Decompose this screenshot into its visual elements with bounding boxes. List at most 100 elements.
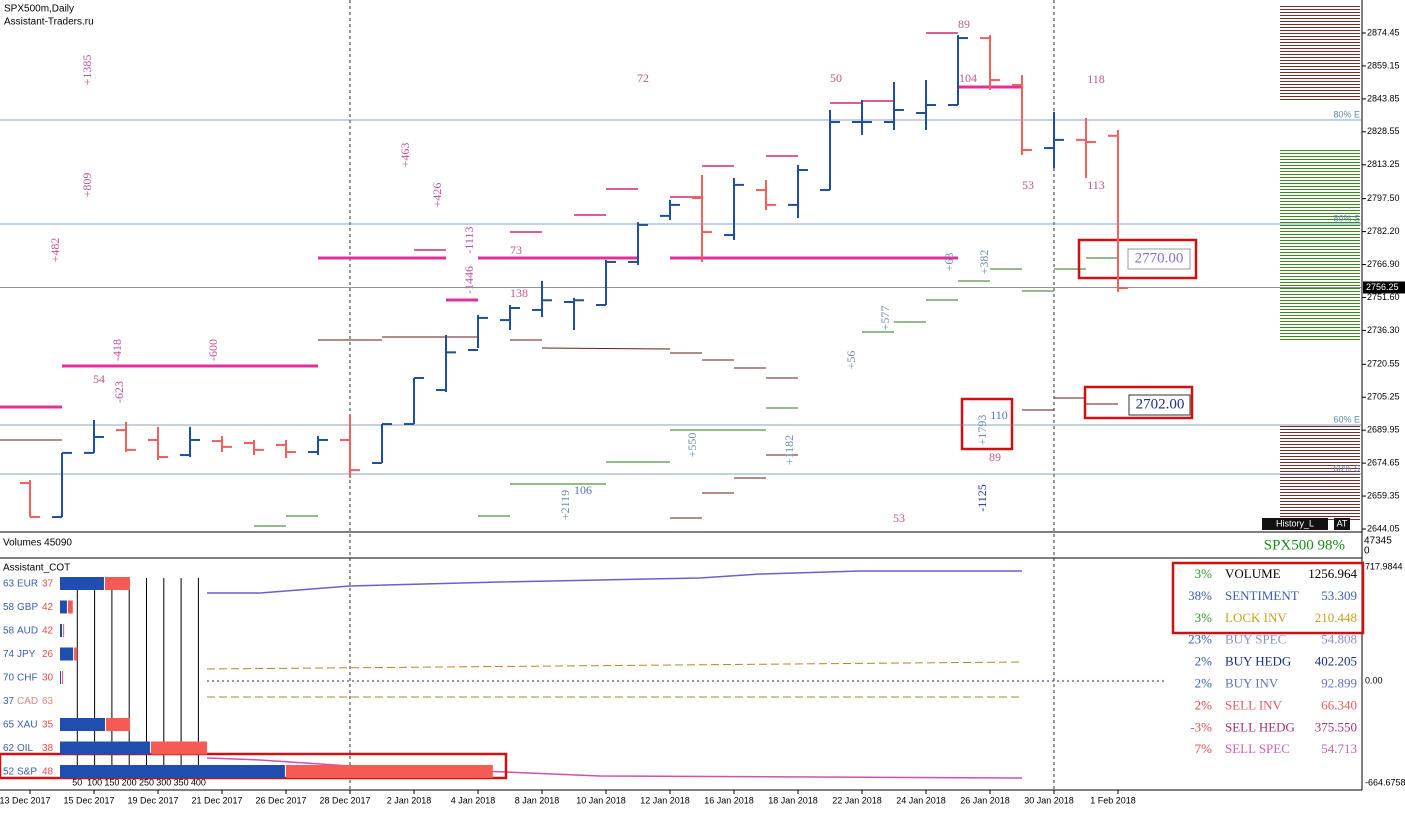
cot-short-bar <box>150 741 208 755</box>
cot-short-bar <box>104 577 130 590</box>
chart-annotation: -1446 <box>462 266 476 294</box>
history-button[interactable] <box>1262 518 1328 530</box>
indicator-name: VOLUME <box>1225 566 1281 581</box>
price-tick-label: 2813.25 <box>1367 159 1400 169</box>
cot-short-bar <box>74 647 78 661</box>
cot-band <box>206 661 1023 670</box>
cot-short-bar <box>63 624 65 637</box>
chart-annotation: +382 <box>977 250 991 275</box>
volume-profile <box>1280 150 1360 340</box>
cot-axis-label: 0.00 <box>1365 675 1383 685</box>
callout-box <box>1077 238 1198 280</box>
volume-profile <box>1280 5 1360 100</box>
date-label: 16 Jan 2018 <box>704 795 754 805</box>
indicator-name: SELL INV <box>1225 697 1283 712</box>
price-tick-label: 2782.20 <box>1367 226 1400 236</box>
date-label: 4 Jan 2018 <box>451 795 496 805</box>
date-label: 18 Jan 2018 <box>768 795 818 805</box>
chart-annotation: +463 <box>398 143 412 168</box>
indicator-name: BUY SPEC <box>1225 632 1286 647</box>
chart-annotation: +426 <box>430 183 444 208</box>
callout-box <box>1171 561 1365 635</box>
chart-annotation: 118 <box>1087 72 1105 86</box>
price-label: 2770.00 <box>1135 250 1184 266</box>
date-label: 21 Dec 2017 <box>191 795 242 805</box>
at-button[interactable] <box>1334 518 1350 530</box>
cot-long: 70 <box>3 673 15 684</box>
date-label: 8 Jan 2018 <box>515 795 560 805</box>
indicator-pct: 23% <box>1188 632 1212 647</box>
chart-annotation: -418 <box>110 339 124 361</box>
price-tick-label: 2644.05 <box>1367 523 1400 533</box>
chart-annotation: 89 <box>989 450 1001 464</box>
chart-annotation: 50 <box>830 71 842 85</box>
date-label: 1 Feb 2018 <box>1090 795 1136 805</box>
cot-long-bar <box>60 741 150 755</box>
chart-annotation: +63 <box>942 253 956 272</box>
level-label: 60% S <box>1333 463 1360 473</box>
cot-axis-label: -664.6758 <box>1365 777 1405 787</box>
cot-name: XAU <box>17 720 38 731</box>
indicator-value: 54.713 <box>1321 741 1357 756</box>
chart-annotation: 53 <box>1022 178 1034 192</box>
level-label: 80% E <box>1333 109 1360 119</box>
price-tick-label: 2736.30 <box>1367 325 1400 335</box>
cot-short-bar <box>285 765 493 778</box>
symbol-strength: SPX500 98% <box>1264 537 1345 553</box>
chart-annotation: 53 <box>893 511 905 525</box>
volume-min: 0 <box>1364 546 1370 557</box>
date-label: 22 Jan 2018 <box>832 795 882 805</box>
indicator-value: 66.340 <box>1321 697 1357 712</box>
cot-short: 42 <box>42 626 54 637</box>
cot-short: 37 <box>42 579 54 590</box>
price-tick-label: 2674.65 <box>1367 458 1400 468</box>
indicator-name: BUY INV <box>1225 675 1279 690</box>
indicator-pct: 3% <box>1195 566 1213 581</box>
cot-short: 42 <box>42 602 54 613</box>
source-label: Assistant-Traders.ru <box>4 17 94 28</box>
chart-annotation: -600 <box>206 339 220 361</box>
price-tick-label: 2828.55 <box>1367 126 1400 136</box>
price-label-box <box>1128 394 1191 416</box>
date-label: 15 Dec 2017 <box>63 795 114 805</box>
cot-title: Assistant_COT <box>3 563 70 574</box>
indicator-name: SENTIMENT <box>1225 588 1299 603</box>
indicator-name: BUY HEDG <box>1225 654 1291 669</box>
history-label: History_L <box>1276 518 1314 528</box>
cot-long-bar <box>60 718 105 731</box>
cot-long: 37 <box>3 696 15 707</box>
indicator-value: 54.808 <box>1321 632 1357 647</box>
indicator-pct: 2% <box>1195 675 1213 690</box>
current-price-box <box>1363 281 1405 294</box>
cot-long: 74 <box>3 649 15 660</box>
price-tick-label: 2659.35 <box>1367 490 1400 500</box>
date-label: 12 Jan 2018 <box>640 795 690 805</box>
cot-short-bar <box>105 718 130 731</box>
indicator-value: 1256.964 <box>1308 566 1357 581</box>
cot-name: AUD <box>17 626 38 637</box>
chart-annotation: 110 <box>990 408 1008 422</box>
volume-profile <box>1280 425 1360 520</box>
cot-long-bar <box>60 765 285 778</box>
chart-annotation: -1125 <box>975 484 989 512</box>
cot-long: 62 <box>3 743 15 754</box>
cot-name: EUR <box>17 579 38 590</box>
chart-annotation: -1113 <box>462 226 476 253</box>
cot-short: 48 <box>42 767 54 778</box>
cot-long: 58 <box>3 626 15 637</box>
chart-annotation: 89 <box>958 17 970 31</box>
cot-long: 63 <box>3 579 15 590</box>
price-tick-label: 2843.85 <box>1367 93 1400 103</box>
cot-short: 35 <box>42 720 54 731</box>
price-tick-label: 2766.90 <box>1367 259 1400 269</box>
chart-annotation: 72 <box>637 71 649 85</box>
cot-short: 26 <box>42 649 54 660</box>
chart-annotation: +1182 <box>782 435 796 465</box>
date-label: 13 Dec 2017 <box>0 795 51 805</box>
cot-name: GBP <box>17 602 38 613</box>
current-price-label: 2756.25 <box>1366 282 1399 292</box>
indicator-value: 402.205 <box>1315 654 1357 669</box>
cot-scale-label: 150 <box>104 777 119 787</box>
